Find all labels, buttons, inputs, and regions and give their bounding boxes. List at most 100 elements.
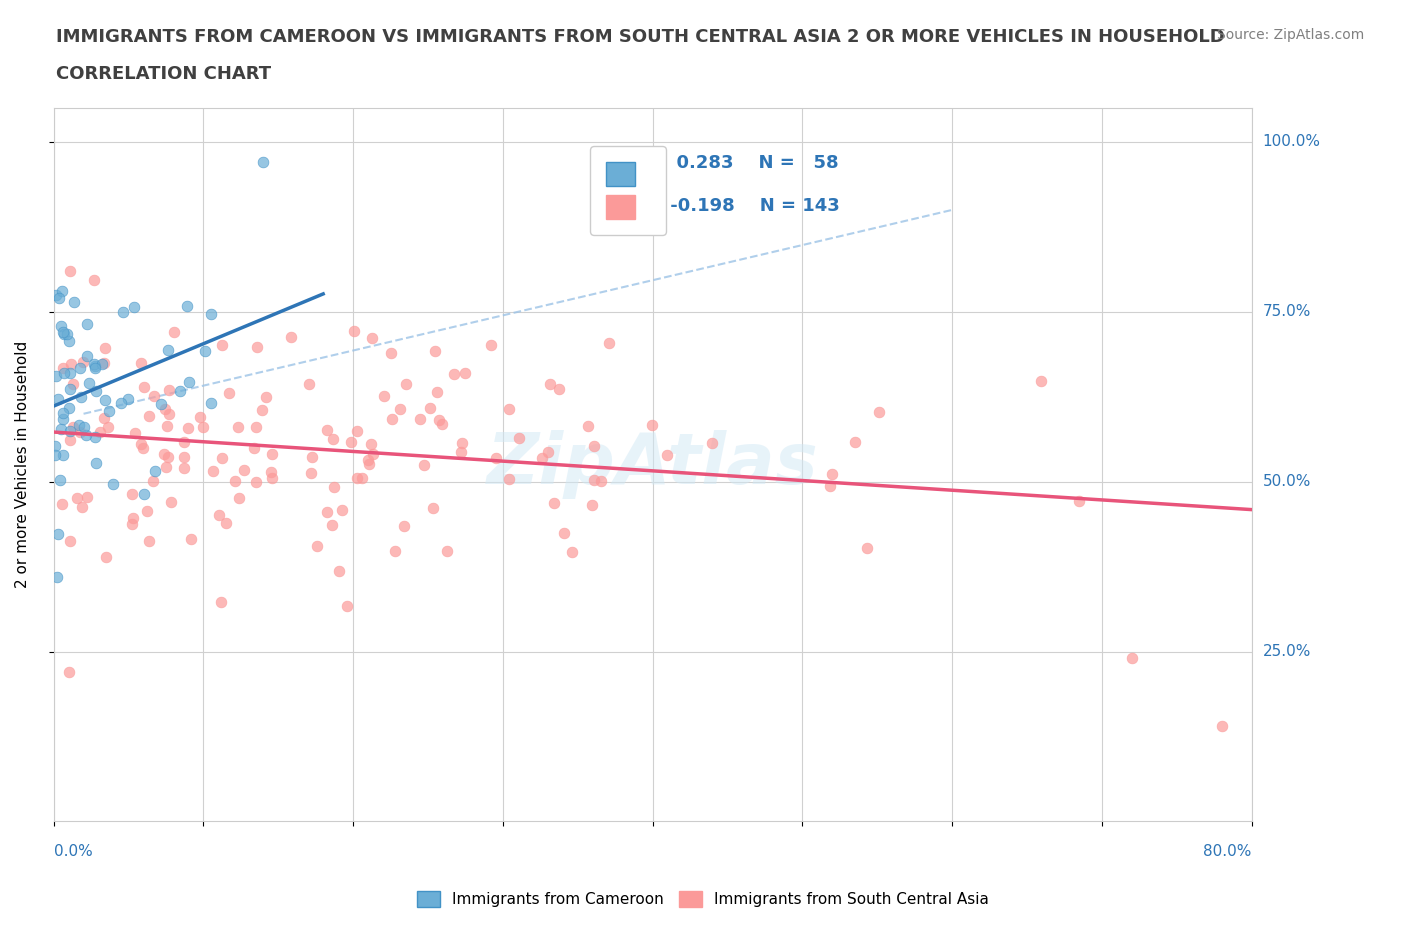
Point (62, 420, 84, 435)
Point (328, 564, 350, 578)
Point (45, 368, 67, 383)
Point (45, 570, 67, 585)
Point (111, 305, 134, 320)
Point (361, 330, 384, 345)
Point (381, 412, 404, 427)
Point (818, 478, 841, 493)
Point (180, 531, 202, 546)
Point (598, 336, 620, 351)
Point (330, 502, 353, 517)
Point (537, 445, 560, 459)
Point (49, 472, 72, 487)
Point (233, 463, 256, 478)
Point (173, 449, 195, 464)
Point (498, 472, 520, 486)
Point (153, 446, 176, 461)
Point (84, 383, 107, 398)
Point (254, 390, 277, 405)
Point (209, 594, 232, 609)
Point (143, 463, 166, 478)
Point (454, 365, 477, 380)
Point (93, 340, 115, 355)
Point (228, 491, 250, 506)
Point (655, 447, 678, 462)
Point (316, 504, 339, 519)
Point (427, 413, 450, 428)
Point (316, 422, 339, 437)
Point (124, 426, 146, 441)
Point (122, 299, 145, 314)
Point (346, 423, 368, 438)
Text: 50.0%: 50.0% (1263, 474, 1310, 489)
Point (322, 480, 344, 495)
Point (58, 665, 80, 680)
Point (83, 430, 105, 445)
Point (91, 356, 114, 371)
Point (51, 422, 73, 437)
Point (142, 474, 165, 489)
Point (135, 504, 157, 519)
Point (200, 395, 222, 410)
Point (59, 432, 82, 447)
Point (547, 381, 569, 396)
Point (321, 518, 343, 533)
Point (260, 471, 283, 485)
Point (280, 329, 302, 344)
Point (543, 496, 565, 511)
Point (83, 272, 105, 287)
Point (76, 349, 98, 364)
Point (59, 382, 82, 397)
Point (436, 543, 458, 558)
Point (868, 405, 890, 419)
Point (218, 386, 240, 401)
Point (336, 599, 359, 614)
Point (129, 436, 152, 451)
Point (70, 390, 93, 405)
Point (59, 357, 82, 372)
Point (51, 284, 73, 299)
Point (155, 402, 177, 417)
Point (1211, 719, 1233, 734)
Point (69, 425, 91, 440)
Point (582, 472, 605, 487)
Point (451, 436, 474, 451)
Point (245, 419, 267, 434)
Point (97, 403, 120, 418)
Point (305, 538, 328, 553)
Point (176, 299, 198, 313)
Point (70, 499, 93, 514)
Point (361, 446, 384, 461)
Point (1069, 494, 1091, 509)
Point (83, 361, 105, 376)
Point (46, 526, 69, 541)
Point (97, 419, 120, 434)
Point (430, 417, 453, 432)
Point (246, 339, 269, 354)
Text: R = -0.198    N = 143: R = -0.198 N = 143 (628, 197, 839, 215)
Text: 25.0%: 25.0% (1263, 644, 1310, 659)
Point (423, 344, 446, 359)
Point (1031, 373, 1053, 388)
Point (298, 377, 321, 392)
Point (44, 438, 66, 453)
Point (340, 435, 363, 450)
Legend: Immigrants from Cameroon, Immigrants from South Central Asia: Immigrants from Cameroon, Immigrants fro… (411, 884, 995, 913)
Point (59, 263, 82, 278)
Point (422, 501, 444, 516)
Point (581, 498, 603, 512)
Point (52, 365, 75, 380)
Point (299, 466, 322, 481)
Point (53, 326, 76, 341)
Point (73, 419, 96, 434)
Point (59, 365, 82, 380)
Point (242, 441, 264, 456)
Point (156, 418, 179, 433)
Legend: , : , (591, 146, 666, 234)
Point (52, 361, 75, 376)
Point (63, 295, 86, 310)
Point (66, 490, 89, 505)
Point (143, 389, 166, 404)
Point (155, 459, 177, 474)
Point (110, 396, 132, 411)
Point (69, 361, 91, 376)
